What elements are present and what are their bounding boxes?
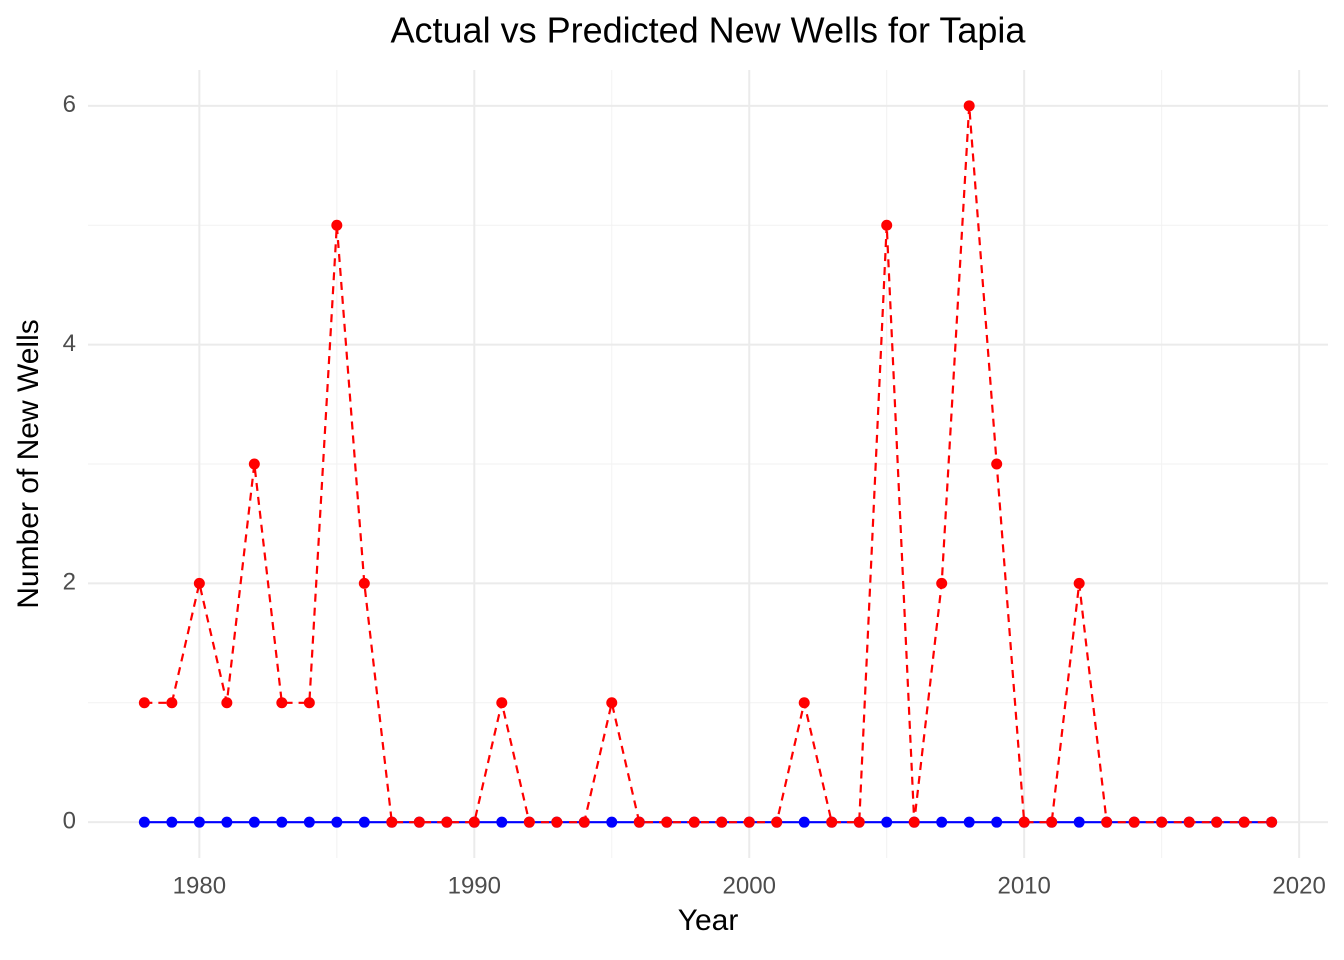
data-point	[248, 458, 260, 470]
data-point	[771, 816, 783, 828]
data-point	[276, 816, 288, 828]
data-point	[441, 816, 453, 828]
data-point	[193, 816, 205, 828]
data-point	[193, 577, 205, 589]
data-point	[358, 816, 370, 828]
data-point	[606, 697, 618, 709]
data-point	[881, 816, 893, 828]
data-point	[1266, 816, 1278, 828]
y-tick-label: 4	[63, 330, 76, 357]
data-point	[468, 816, 480, 828]
y-tick-label: 6	[63, 91, 76, 118]
data-point	[221, 697, 233, 709]
data-point	[716, 816, 728, 828]
data-point	[1183, 816, 1195, 828]
series-line	[144, 105, 1272, 824]
y-axis-label: Number of New Wells	[12, 319, 45, 609]
data-point	[248, 816, 260, 828]
y-tick-label: 2	[63, 569, 76, 596]
data-point	[688, 816, 700, 828]
data-point	[661, 816, 673, 828]
y-tick-label: 0	[63, 808, 76, 835]
data-point	[1073, 816, 1085, 828]
data-point	[743, 816, 755, 828]
data-point	[826, 816, 838, 828]
data-point	[1156, 816, 1168, 828]
data-point	[936, 816, 948, 828]
data-point	[991, 458, 1003, 470]
data-point	[881, 219, 893, 231]
data-point	[1073, 577, 1085, 589]
x-tick-label: 2000	[723, 872, 776, 899]
data-point	[303, 816, 315, 828]
data-point	[991, 816, 1003, 828]
data-point	[1238, 816, 1250, 828]
data-point	[523, 816, 535, 828]
data-point	[276, 697, 288, 709]
data-point	[908, 816, 920, 828]
data-point	[633, 816, 645, 828]
data-point	[1128, 816, 1140, 828]
data-point	[798, 697, 810, 709]
data-point	[331, 219, 343, 231]
data-point	[496, 816, 508, 828]
data-point	[1046, 816, 1058, 828]
data-point	[606, 816, 618, 828]
data-point	[936, 577, 948, 589]
data-point	[853, 816, 865, 828]
data-point	[358, 577, 370, 589]
data-point	[798, 816, 810, 828]
chart-title: Actual vs Predicted New Wells for Tapia	[391, 10, 1027, 51]
x-tick-label: 1990	[448, 872, 501, 899]
data-point	[138, 697, 150, 709]
data-point	[331, 816, 343, 828]
data-point	[578, 816, 590, 828]
data-point	[1211, 816, 1223, 828]
x-axis-label: Year	[678, 904, 739, 937]
data-point	[166, 697, 178, 709]
x-tick-label: 2020	[1272, 872, 1325, 899]
x-tick-label: 2010	[997, 872, 1050, 899]
data-point	[138, 816, 150, 828]
data-point	[386, 816, 398, 828]
data-point	[496, 697, 508, 709]
data-point	[551, 816, 563, 828]
data-point	[1101, 816, 1113, 828]
data-point	[1018, 816, 1030, 828]
x-tick-label: 1980	[173, 872, 226, 899]
data-point	[963, 816, 975, 828]
data-point	[166, 816, 178, 828]
data-point	[963, 100, 975, 112]
data-point	[303, 697, 315, 709]
data-point	[413, 816, 425, 828]
data-point	[221, 816, 233, 828]
